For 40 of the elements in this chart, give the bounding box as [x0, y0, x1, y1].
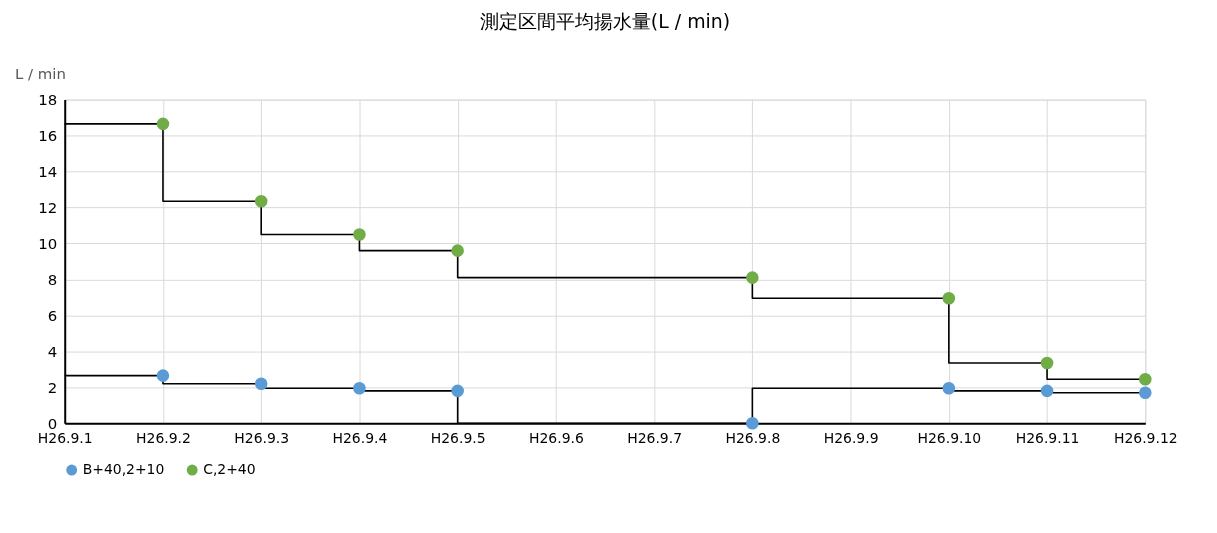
y-tick-label: 8 [47, 270, 58, 289]
x-tick-label: H26.9.11 [1015, 429, 1080, 446]
point [942, 381, 956, 395]
x-tick-label: H26.9.9 [823, 429, 879, 446]
point [353, 381, 366, 395]
point [1139, 386, 1152, 399]
x-tick-label: H26.9.5 [430, 429, 486, 446]
x-tick-label: H26.9.2 [136, 429, 191, 446]
point [156, 117, 170, 131]
point [156, 369, 170, 382]
x-tick-label: H26.9.7 [627, 429, 683, 446]
x-tick-label: H26.9.3 [234, 429, 290, 446]
point [942, 292, 956, 305]
y-tick-label: 18 [38, 91, 58, 110]
y-tick-label: 4 [47, 342, 58, 361]
point [1040, 384, 1054, 398]
chart-title: 測定区間平均揚水量(L / min) [479, 9, 731, 32]
x-tick-label: H26.9.4 [332, 429, 388, 446]
x-tick-label: H26.9.12 [1113, 429, 1178, 446]
point [254, 194, 268, 208]
x-tick-label: H26.9.6 [528, 429, 584, 446]
x-tick-label: H26.9.10 [917, 429, 982, 446]
legend-label: B+40,2+10 [82, 461, 165, 478]
point [1139, 372, 1152, 386]
point [746, 416, 759, 430]
point [254, 377, 268, 390]
y-tick-label: 12 [38, 198, 58, 217]
y-tick-label: 6 [47, 306, 58, 325]
point [353, 228, 366, 241]
point [451, 244, 464, 257]
y-tick-label: 2 [47, 378, 58, 397]
x-tick-label: H26.9.8 [725, 429, 781, 446]
y-tick-label: 14 [38, 162, 58, 181]
y-axis-title: L / min [14, 64, 66, 83]
legend-label: C,2+40 [203, 461, 256, 478]
y-tick-label: 16 [38, 127, 58, 146]
point [451, 384, 464, 398]
point [746, 271, 759, 284]
point [1040, 356, 1054, 370]
y-tick-label: 10 [38, 234, 58, 253]
